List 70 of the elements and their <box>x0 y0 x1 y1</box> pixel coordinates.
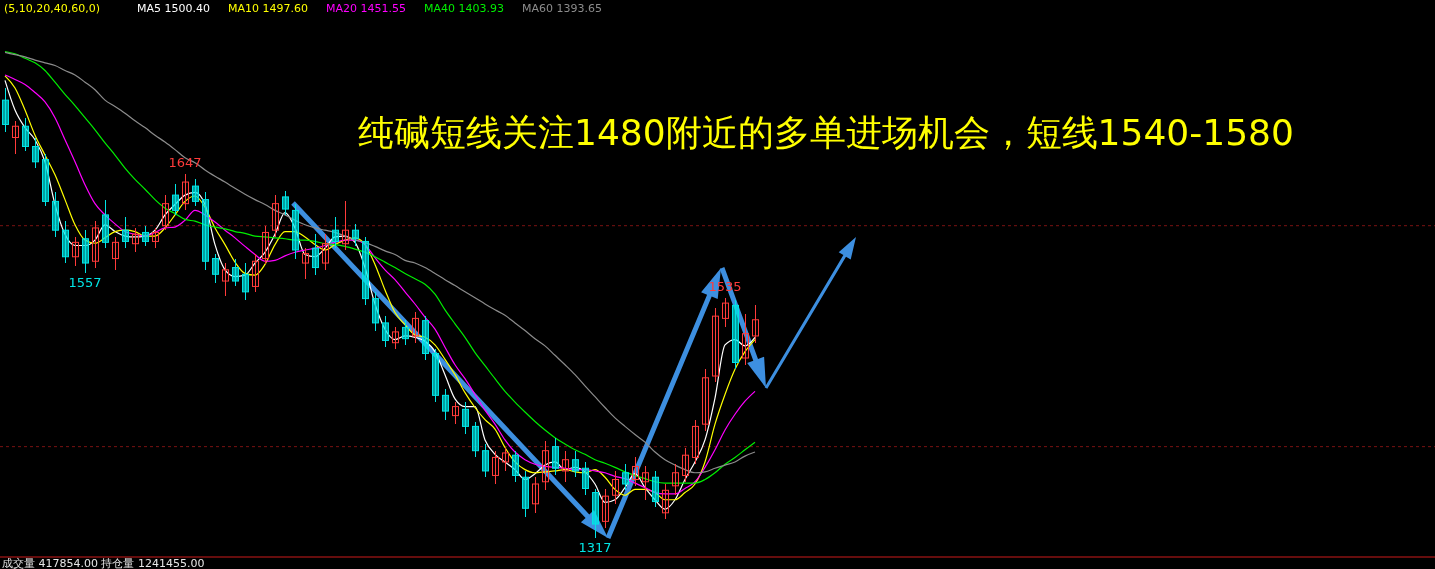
annotation: 纯碱短线关注1480附近的多单进场机会，短线1540-1580 <box>358 112 1294 153</box>
candlestick <box>402 319 409 346</box>
legend-title: (5,10,20,40,60,0) <box>4 2 101 15</box>
candlestick <box>392 326 399 351</box>
candlestick <box>692 418 699 465</box>
candlestick <box>152 227 159 249</box>
candlestick <box>712 306 719 383</box>
candlestick <box>342 200 349 251</box>
candlestick <box>322 233 329 271</box>
candlestick <box>302 247 309 280</box>
candlestick <box>632 456 639 487</box>
candlestick <box>662 483 669 520</box>
text: MA5 1500.40 <box>137 2 210 15</box>
candlestick <box>142 225 149 247</box>
candlestick <box>32 136 39 169</box>
candlestick <box>242 262 249 301</box>
candlestick <box>182 173 189 212</box>
text: MA60 1393.65 <box>522 2 602 15</box>
candlestick <box>722 297 729 329</box>
candlestick <box>502 447 509 472</box>
text: MA10 1497.60 <box>228 2 308 15</box>
candlestick <box>132 227 139 253</box>
candlestick <box>702 368 709 432</box>
candlestick <box>22 117 29 152</box>
candlestick <box>352 223 359 247</box>
candlestick <box>92 220 99 269</box>
candlestick <box>452 401 459 425</box>
candlestick <box>122 216 129 249</box>
candlestick <box>252 252 259 293</box>
text: MA40 1403.93 <box>424 2 504 15</box>
candlestick <box>172 183 179 216</box>
annotation: 1317 <box>578 540 612 555</box>
candlestick <box>112 236 119 271</box>
candlestick <box>72 236 79 267</box>
candlestick <box>562 450 569 483</box>
candlestick <box>382 315 389 348</box>
text: 成交量 417854.00 持仓量 1241455.00 <box>2 557 205 569</box>
candlestick <box>682 447 689 483</box>
candlestick <box>462 401 469 435</box>
candlestick <box>442 388 449 421</box>
candlestick <box>232 257 239 288</box>
candlestick <box>572 450 579 478</box>
candlestick <box>622 463 629 491</box>
candlestick <box>412 310 419 344</box>
candlestick <box>212 252 219 284</box>
candlestick <box>602 487 609 529</box>
candlestick <box>272 194 279 238</box>
candlestick <box>542 440 549 491</box>
candlestick <box>742 313 749 366</box>
annotation: 1557 <box>68 275 102 291</box>
candlestick <box>262 225 269 266</box>
candlestick <box>612 470 619 505</box>
candlestick <box>12 120 19 155</box>
candlestick <box>752 304 759 344</box>
candlestick <box>552 436 559 477</box>
candlestick <box>282 189 289 216</box>
candlestick <box>492 450 499 485</box>
candlestick <box>482 443 489 478</box>
candlestick <box>642 465 649 501</box>
candlestick <box>512 450 519 483</box>
annotation: 1647 <box>168 154 202 170</box>
candlestick <box>192 178 199 207</box>
candlestick <box>162 194 169 231</box>
candlestick <box>222 262 229 298</box>
candlestick <box>312 233 319 276</box>
text: MA20 1451.55 <box>326 2 406 15</box>
candlestick <box>582 461 589 496</box>
candlestick <box>672 463 679 496</box>
candlestick <box>532 476 539 514</box>
candlestick <box>332 216 339 249</box>
